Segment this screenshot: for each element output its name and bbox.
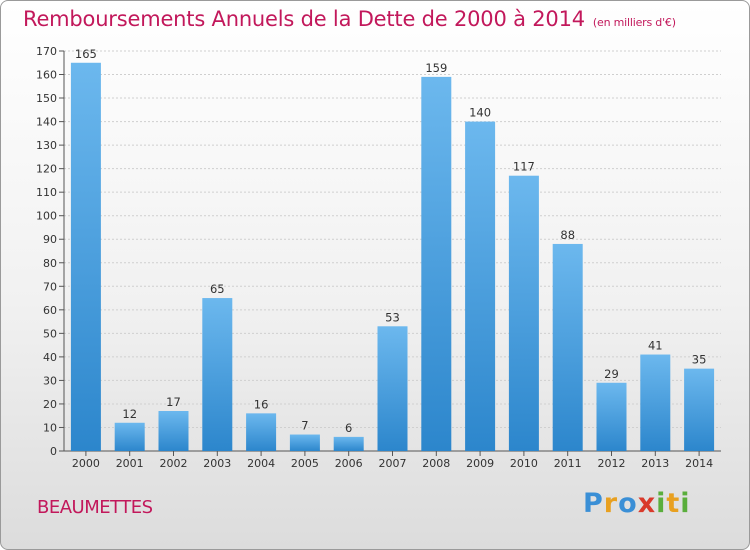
bar-2013 — [640, 354, 671, 451]
y-tick-label: 70 — [43, 280, 57, 293]
y-tick-label: 50 — [43, 327, 57, 340]
x-tick-label-2011: 2011 — [554, 457, 582, 470]
x-tick-label-2009: 2009 — [466, 457, 494, 470]
value-label-2005: 7 — [301, 419, 308, 433]
value-label-2001: 12 — [122, 407, 137, 421]
y-tick-label: 130 — [36, 139, 57, 152]
y-tick-label: 160 — [36, 69, 57, 82]
bar-2005 — [289, 434, 320, 451]
logo-letter: P — [583, 488, 604, 519]
y-tick-label: 80 — [43, 257, 57, 270]
value-label-2004: 16 — [254, 397, 269, 411]
bar-2006 — [333, 436, 364, 451]
value-label-2010: 117 — [513, 160, 535, 174]
bar-2002 — [158, 411, 189, 451]
x-tick-label-2005: 2005 — [291, 457, 319, 470]
x-tick-label-2013: 2013 — [641, 457, 669, 470]
bars — [70, 62, 715, 452]
chart-title-text: Remboursements Annuels de la Dette de 20… — [23, 7, 585, 31]
x-tick-label-2001: 2001 — [116, 457, 144, 470]
y-tick-label: 90 — [43, 233, 57, 246]
x-tick-label-2006: 2006 — [335, 457, 363, 470]
value-label-2007: 53 — [385, 310, 400, 324]
y-tick-label: 170 — [36, 45, 57, 58]
x-tick-label-2002: 2002 — [160, 457, 188, 470]
y-tick-label: 150 — [36, 92, 57, 105]
y-tick-label: 110 — [36, 186, 57, 199]
x-tick-label-2012: 2012 — [598, 457, 626, 470]
bar-2012 — [596, 382, 627, 451]
value-label-2012: 29 — [604, 367, 619, 381]
value-label-2014: 35 — [692, 353, 707, 367]
bar-2008 — [421, 76, 452, 451]
bar-2014 — [684, 368, 715, 451]
x-tick-label-2014: 2014 — [685, 457, 713, 470]
x-tick-labels: 2000 2001 2002 2003 2004 2005 2006 2007 2008 2009… — [72, 457, 713, 470]
bar-2007 — [377, 326, 408, 451]
y-tick-label: 40 — [43, 351, 57, 364]
chart-title: Remboursements Annuels de la Dette de 20… — [23, 7, 676, 31]
value-label-2006: 6 — [345, 421, 352, 435]
y-tick-label: 120 — [36, 163, 57, 176]
logo-letter: i — [680, 488, 691, 519]
value-label-2002: 17 — [166, 395, 181, 409]
logo-letter: i — [656, 488, 667, 519]
value-label-2008: 159 — [425, 61, 447, 75]
value-label-2000: 165 — [75, 47, 97, 61]
y-tick-labels: 0 10 20 30 40 50 60 70 80 90 100 110 120 130 140 150 160… — [36, 45, 57, 458]
unit-label: (en milliers d'€) — [592, 16, 676, 29]
bar-2001 — [114, 422, 145, 451]
value-label-2009: 140 — [469, 106, 491, 120]
commune-name: BEAUMETTES — [37, 497, 153, 518]
y-tick-label: 0 — [50, 445, 57, 458]
bar-2009 — [465, 121, 496, 452]
bar-2004 — [246, 413, 277, 451]
x-tick-label-2010: 2010 — [510, 457, 538, 470]
logo-letter: x — [637, 488, 657, 519]
bar-2010 — [508, 175, 539, 452]
logo-letter: r — [603, 488, 619, 519]
y-tick-label: 20 — [43, 398, 57, 411]
y-tick-label: 10 — [43, 421, 57, 434]
value-label-2003: 65 — [210, 282, 225, 296]
bar-2000 — [70, 62, 101, 451]
value-label-2013: 41 — [648, 339, 663, 353]
logo-letter: t — [666, 488, 681, 519]
bar-2011 — [552, 243, 583, 451]
y-tick-label: 60 — [43, 304, 57, 317]
value-label-2011: 88 — [560, 228, 575, 242]
x-tick-label-2008: 2008 — [422, 457, 450, 470]
bar-2003 — [202, 298, 233, 451]
logo-letter: o — [618, 488, 638, 519]
x-tick-label-2000: 2000 — [72, 457, 100, 470]
x-tick-label-2003: 2003 — [203, 457, 231, 470]
y-tick-label: 140 — [36, 116, 57, 129]
y-tick-label: 30 — [43, 374, 57, 387]
x-tick-label-2004: 2004 — [247, 457, 275, 470]
x-tick-label-2007: 2007 — [379, 457, 407, 470]
value-labels: 165 12 17 65 16 7 6 53 159 140 117 88 29 41 35 — [75, 47, 706, 435]
proxiti-logo[interactable]: Proxiti — [583, 488, 691, 519]
y-tick-label: 100 — [36, 210, 57, 223]
